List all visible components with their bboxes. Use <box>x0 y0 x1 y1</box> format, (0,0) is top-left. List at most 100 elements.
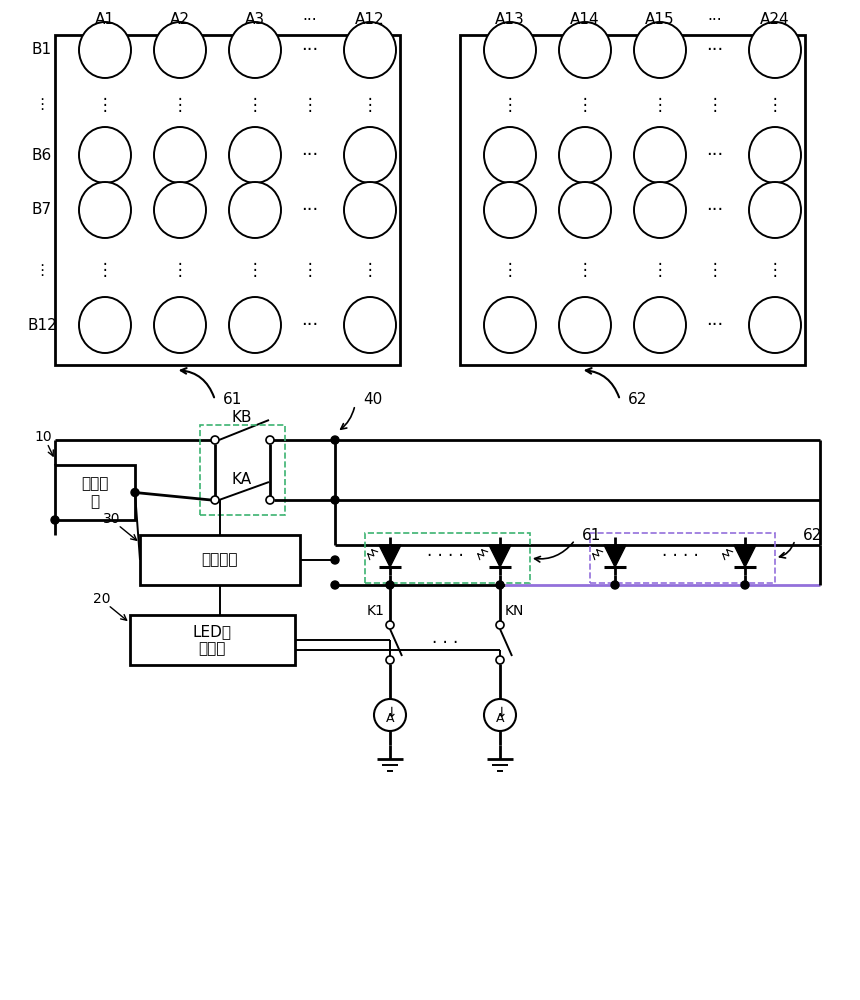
Circle shape <box>386 621 394 629</box>
Circle shape <box>484 699 516 731</box>
Text: ⋮: ⋮ <box>362 261 378 279</box>
Text: ⋮: ⋮ <box>172 96 188 114</box>
Circle shape <box>211 496 219 504</box>
Text: ···: ··· <box>706 316 723 334</box>
Bar <box>590 533 775 583</box>
Ellipse shape <box>344 182 396 238</box>
Text: ⋮: ⋮ <box>302 261 318 279</box>
Ellipse shape <box>79 22 131 78</box>
Ellipse shape <box>79 127 131 183</box>
Ellipse shape <box>749 127 801 183</box>
Polygon shape <box>379 545 401 567</box>
Text: ⋮: ⋮ <box>707 261 723 279</box>
Ellipse shape <box>154 127 206 183</box>
Text: 61: 61 <box>582 528 601 544</box>
Circle shape <box>374 699 406 731</box>
Bar <box>200 425 285 515</box>
Circle shape <box>51 516 59 524</box>
Text: ⋮: ⋮ <box>652 96 668 114</box>
Text: ⋮: ⋮ <box>362 96 378 114</box>
Text: ···: ··· <box>706 201 723 219</box>
Circle shape <box>496 656 504 664</box>
Bar <box>460 35 805 365</box>
Ellipse shape <box>484 127 536 183</box>
Ellipse shape <box>344 127 396 183</box>
Ellipse shape <box>484 182 536 238</box>
Text: A2: A2 <box>170 12 190 27</box>
Text: 40: 40 <box>363 392 382 408</box>
Text: A14: A14 <box>570 12 599 27</box>
Text: K1: K1 <box>367 604 385 618</box>
Ellipse shape <box>229 297 281 353</box>
Text: KB: KB <box>231 410 252 426</box>
Bar <box>55 35 400 365</box>
Text: · · · ·: · · · · <box>661 547 698 565</box>
Text: ⋮: ⋮ <box>766 96 783 114</box>
Text: ⋮: ⋮ <box>247 261 263 279</box>
Circle shape <box>331 556 339 564</box>
Circle shape <box>266 496 274 504</box>
Ellipse shape <box>749 182 801 238</box>
Ellipse shape <box>749 297 801 353</box>
Text: A3: A3 <box>245 12 265 27</box>
Circle shape <box>331 496 339 504</box>
Text: ⋮: ⋮ <box>501 261 519 279</box>
Circle shape <box>131 488 139 496</box>
Text: ↓: ↓ <box>495 706 507 720</box>
Ellipse shape <box>634 182 686 238</box>
Text: B6: B6 <box>32 147 52 162</box>
Text: ⋮: ⋮ <box>96 261 114 279</box>
Text: ⋮: ⋮ <box>501 96 519 114</box>
Text: A12: A12 <box>355 12 384 27</box>
Ellipse shape <box>229 182 281 238</box>
Ellipse shape <box>484 22 536 78</box>
Circle shape <box>386 581 394 589</box>
Text: 30: 30 <box>103 512 120 526</box>
Bar <box>365 533 530 583</box>
Text: ⋮: ⋮ <box>652 261 668 279</box>
Text: ···: ··· <box>706 41 723 59</box>
Text: ⋮: ⋮ <box>96 96 114 114</box>
Text: B7: B7 <box>32 202 52 218</box>
Ellipse shape <box>559 127 611 183</box>
Text: 62: 62 <box>803 528 822 544</box>
Text: LED驱
动模块: LED驱 动模块 <box>193 624 231 656</box>
Text: A13: A13 <box>495 12 525 27</box>
Circle shape <box>741 581 749 589</box>
Text: ⋮: ⋮ <box>34 98 50 112</box>
Ellipse shape <box>559 182 611 238</box>
Ellipse shape <box>559 22 611 78</box>
Text: ⋮: ⋮ <box>172 261 188 279</box>
Text: ···: ··· <box>301 316 318 334</box>
Text: ↓: ↓ <box>385 706 396 720</box>
Ellipse shape <box>79 297 131 353</box>
Ellipse shape <box>79 182 131 238</box>
Text: 10: 10 <box>34 430 52 444</box>
Ellipse shape <box>749 22 801 78</box>
Text: 61: 61 <box>224 392 243 408</box>
Ellipse shape <box>229 22 281 78</box>
Circle shape <box>611 581 619 589</box>
Text: · · ·: · · · <box>432 634 458 652</box>
Text: ···: ··· <box>708 12 722 27</box>
Ellipse shape <box>229 127 281 183</box>
Text: A1: A1 <box>95 12 115 27</box>
Text: ···: ··· <box>706 146 723 164</box>
Ellipse shape <box>634 22 686 78</box>
Bar <box>55 465 135 520</box>
Circle shape <box>266 436 274 444</box>
Text: A: A <box>495 712 504 726</box>
Text: ···: ··· <box>301 41 318 59</box>
Ellipse shape <box>344 22 396 78</box>
Text: ⋮: ⋮ <box>707 96 723 114</box>
Text: 控制模块: 控制模块 <box>202 552 238 568</box>
Text: A15: A15 <box>645 12 675 27</box>
Text: KA: KA <box>232 473 252 488</box>
Circle shape <box>496 621 504 629</box>
Circle shape <box>211 436 219 444</box>
Circle shape <box>331 436 339 444</box>
Text: B1: B1 <box>32 42 52 57</box>
Ellipse shape <box>154 297 206 353</box>
Text: ⋮: ⋮ <box>302 96 318 114</box>
Circle shape <box>386 656 394 664</box>
